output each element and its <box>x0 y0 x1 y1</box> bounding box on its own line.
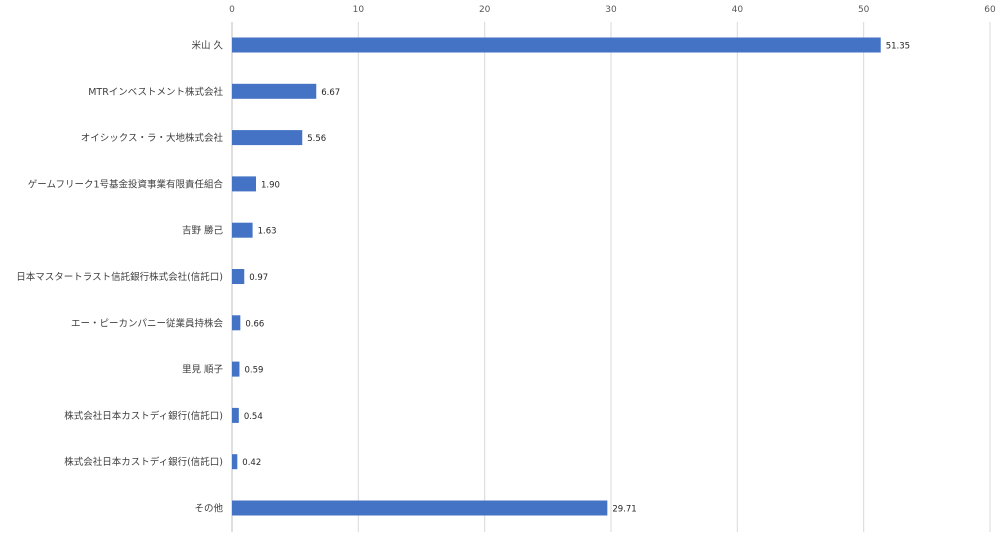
x-tick-label: 30 <box>605 5 617 15</box>
category-label: 日本マスタートラスト信託銀行株式会社(信託口) <box>16 271 223 283</box>
bar <box>232 407 239 423</box>
bar <box>232 222 253 238</box>
category-label: その他 <box>194 503 223 515</box>
bars <box>232 37 881 516</box>
category-label: 株式会社日本カストディ銀行(信託口) <box>64 410 223 422</box>
bar <box>232 269 245 284</box>
bar <box>232 361 240 377</box>
category-labels: 米山 久 MTRインベストメント株式会社オイシックス・ラ・大地株式会社ゲームフリー… <box>16 40 223 515</box>
x-tick-label: 40 <box>732 5 744 15</box>
bar <box>232 315 241 331</box>
data-label: 0.42 <box>242 458 261 468</box>
category-label: 株式会社日本カストディ銀行(信託口) <box>64 456 223 468</box>
category-label: ゲームフリーク1号基金投資事業有限責任組合 <box>28 178 224 190</box>
category-label: MTRインベストメント株式会社 <box>88 86 223 98</box>
bar <box>232 130 303 146</box>
bar <box>232 500 608 516</box>
data-labels: 51.35 6.67 5.56 1.90 1.63 0.97 0.66 0.59 0.54 0.4… <box>242 42 910 515</box>
x-tick-label: 50 <box>858 5 870 15</box>
x-axis-ticks: 0 10 20 30 40 50 60 <box>229 5 996 15</box>
data-label: 5.56 <box>307 134 326 144</box>
bar <box>232 176 257 192</box>
category-label: オイシックス・ラ・大地株式会社 <box>81 132 224 144</box>
bar <box>232 37 881 53</box>
data-label: 6.67 <box>321 88 340 98</box>
data-label: 0.97 <box>249 273 268 283</box>
data-label: 1.90 <box>261 180 280 190</box>
data-label: 0.59 <box>244 366 263 376</box>
gridlines <box>231 22 991 532</box>
category-label: エー・ピーカンパニー従業員持株会 <box>71 317 224 329</box>
data-label: 0.66 <box>245 319 264 329</box>
bar <box>232 454 238 470</box>
category-label: 里見 順子 <box>182 365 224 376</box>
data-label: 0.54 <box>244 412 263 422</box>
x-tick-label: 10 <box>353 5 365 15</box>
x-tick-label: 0 <box>229 5 235 15</box>
x-tick-label: 60 <box>984 5 996 15</box>
category-label: 米山 久 <box>191 40 223 52</box>
category-label: 吉野 勝己 <box>182 225 224 237</box>
bar <box>232 83 317 99</box>
data-label: 1.63 <box>258 227 277 237</box>
data-label: 29.71 <box>612 505 636 515</box>
data-label: 51.35 <box>886 42 910 52</box>
x-tick-label: 20 <box>479 5 491 15</box>
